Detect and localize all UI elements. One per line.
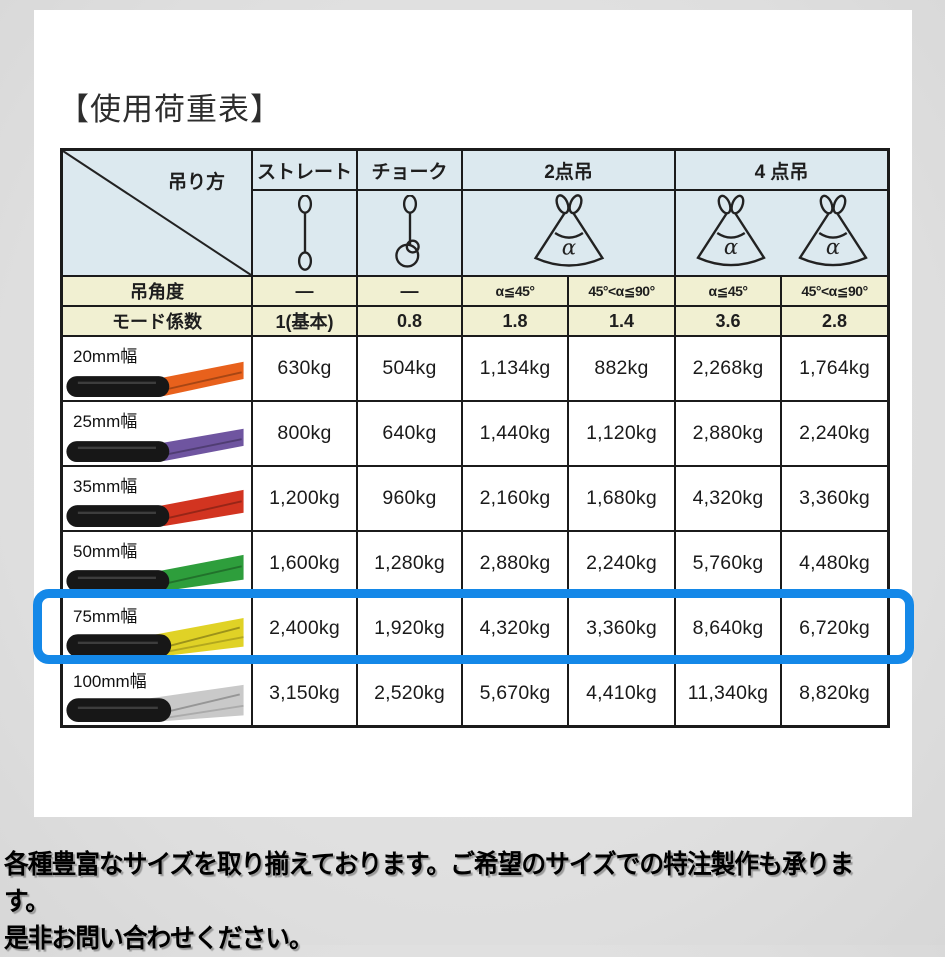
row-header-100mm: 100mm幅 bbox=[63, 662, 251, 725]
load-value: 2,268kg bbox=[676, 337, 780, 400]
load-value: 630kg bbox=[253, 337, 356, 400]
mode-value: 3.6 bbox=[676, 307, 780, 335]
sling-photo-20mm bbox=[66, 361, 244, 398]
basket-sling-icon: α bbox=[695, 194, 766, 267]
load-value: 504kg bbox=[358, 337, 461, 400]
load-value: 5,760kg bbox=[676, 532, 780, 595]
row-header-20mm: 20mm幅 bbox=[63, 337, 251, 400]
load-value: 1,600kg bbox=[253, 532, 356, 595]
load-value: 1,680kg bbox=[569, 467, 674, 530]
column-header-four-point: 4 点吊 bbox=[676, 151, 887, 189]
content-card: 【使用荷重表】 吊り方 ストレート チョーク 2点吊 4 点吊 bbox=[34, 10, 912, 817]
load-value: 1,280kg bbox=[358, 532, 461, 595]
sling-photo-50mm bbox=[66, 554, 244, 593]
load-value: 1,200kg bbox=[253, 467, 356, 530]
alpha-label: α bbox=[723, 234, 737, 259]
load-value: 3,360kg bbox=[569, 597, 674, 660]
column-header-choke: チョーク bbox=[358, 151, 461, 189]
load-value: 2,160kg bbox=[463, 467, 567, 530]
sling-photo-75mm bbox=[66, 618, 244, 658]
load-value: 6,720kg bbox=[782, 597, 887, 660]
load-value: 800kg bbox=[253, 402, 356, 465]
load-value: 8,820kg bbox=[782, 662, 887, 725]
alpha-label: α bbox=[561, 235, 575, 260]
mode-value: 1(基本) bbox=[253, 307, 356, 335]
angle-value: — bbox=[253, 277, 356, 305]
corner-cell: 吊り方 bbox=[63, 151, 251, 275]
mode-value: 1.8 bbox=[463, 307, 567, 335]
angle-value: α≦45° bbox=[463, 277, 567, 305]
angle-value: 45°<α≦90° bbox=[569, 277, 674, 305]
row-header-25mm: 25mm幅 bbox=[63, 402, 251, 465]
load-value: 1,920kg bbox=[358, 597, 461, 660]
page-title: 【使用荷重表】 bbox=[58, 92, 282, 127]
four-point-sling-icon-cell: α α bbox=[676, 191, 887, 275]
diagonal-line bbox=[63, 151, 251, 275]
sling-width-label: 20mm幅 bbox=[73, 347, 138, 366]
load-value: 1,440kg bbox=[463, 402, 567, 465]
load-value: 4,480kg bbox=[782, 532, 887, 595]
angle-value: — bbox=[358, 277, 461, 305]
sling-width-label: 75mm幅 bbox=[73, 607, 138, 626]
row-header-35mm: 35mm幅 bbox=[63, 467, 251, 530]
load-value: 4,320kg bbox=[676, 467, 780, 530]
load-value: 960kg bbox=[358, 467, 461, 530]
sling-photo-35mm bbox=[66, 489, 244, 528]
load-value: 2,880kg bbox=[676, 402, 780, 465]
sling-width-label: 100mm幅 bbox=[73, 672, 147, 691]
load-capacity-table: 吊り方 ストレート チョーク 2点吊 4 点吊 bbox=[60, 148, 890, 728]
load-value: 2,240kg bbox=[569, 532, 674, 595]
load-value: 2,240kg bbox=[782, 402, 887, 465]
angle-value: 45°<α≦90° bbox=[782, 277, 887, 305]
load-value: 5,670kg bbox=[463, 662, 567, 725]
footer-line-1: 各種豊富なサイズを取り揃えております。ご希望のサイズでの特注製作も承ります。 bbox=[4, 849, 854, 916]
mode-value: 1.4 bbox=[569, 307, 674, 335]
load-value: 640kg bbox=[358, 402, 461, 465]
load-value: 1,120kg bbox=[569, 402, 674, 465]
sling-width-label: 25mm幅 bbox=[73, 412, 138, 431]
row-header-50mm: 50mm幅 bbox=[63, 532, 251, 595]
alpha-label: α bbox=[825, 234, 839, 259]
load-value: 4,320kg bbox=[463, 597, 567, 660]
angle-row-label: 吊角度 bbox=[63, 277, 251, 305]
footer-promo-text: 各種豊富なサイズを取り揃えております。ご希望のサイズでの特注製作も承ります。 是… bbox=[4, 846, 898, 957]
sling-photo-25mm bbox=[66, 428, 244, 463]
choke-sling-icon bbox=[394, 195, 420, 268]
basket-sling-icon: α bbox=[533, 194, 604, 267]
load-value: 3,150kg bbox=[253, 662, 356, 725]
load-value: 11,340kg bbox=[676, 662, 780, 725]
load-value: 1,134kg bbox=[463, 337, 567, 400]
sling-width-label: 50mm幅 bbox=[73, 542, 138, 561]
load-value: 3,360kg bbox=[782, 467, 887, 530]
load-value: 2,400kg bbox=[253, 597, 356, 660]
straight-sling-icon-cell bbox=[253, 191, 356, 275]
mode-value: 2.8 bbox=[782, 307, 887, 335]
mode-row-label: モード係数 bbox=[63, 307, 251, 335]
column-header-two-point: 2点吊 bbox=[463, 151, 674, 189]
basket-sling-icon: α bbox=[797, 194, 868, 267]
two-point-sling-icon-cell: α bbox=[463, 191, 674, 275]
sling-width-label: 35mm幅 bbox=[73, 477, 138, 496]
load-value: 2,880kg bbox=[463, 532, 567, 595]
sling-photo-100mm bbox=[66, 684, 244, 723]
straight-sling-icon bbox=[297, 195, 312, 271]
load-value: 1,764kg bbox=[782, 337, 887, 400]
choke-sling-icon-cell bbox=[358, 191, 461, 275]
row-header-75mm: 75mm幅 bbox=[63, 597, 251, 660]
load-value: 8,640kg bbox=[676, 597, 780, 660]
footer-line-2: 是非お問い合わせください。 bbox=[4, 923, 314, 953]
load-value: 882kg bbox=[569, 337, 674, 400]
column-header-straight: ストレート bbox=[253, 151, 356, 189]
mode-value: 0.8 bbox=[358, 307, 461, 335]
angle-value: α≦45° bbox=[676, 277, 780, 305]
load-value: 2,520kg bbox=[358, 662, 461, 725]
corner-label: 吊り方 bbox=[167, 172, 225, 193]
load-value: 4,410kg bbox=[569, 662, 674, 725]
